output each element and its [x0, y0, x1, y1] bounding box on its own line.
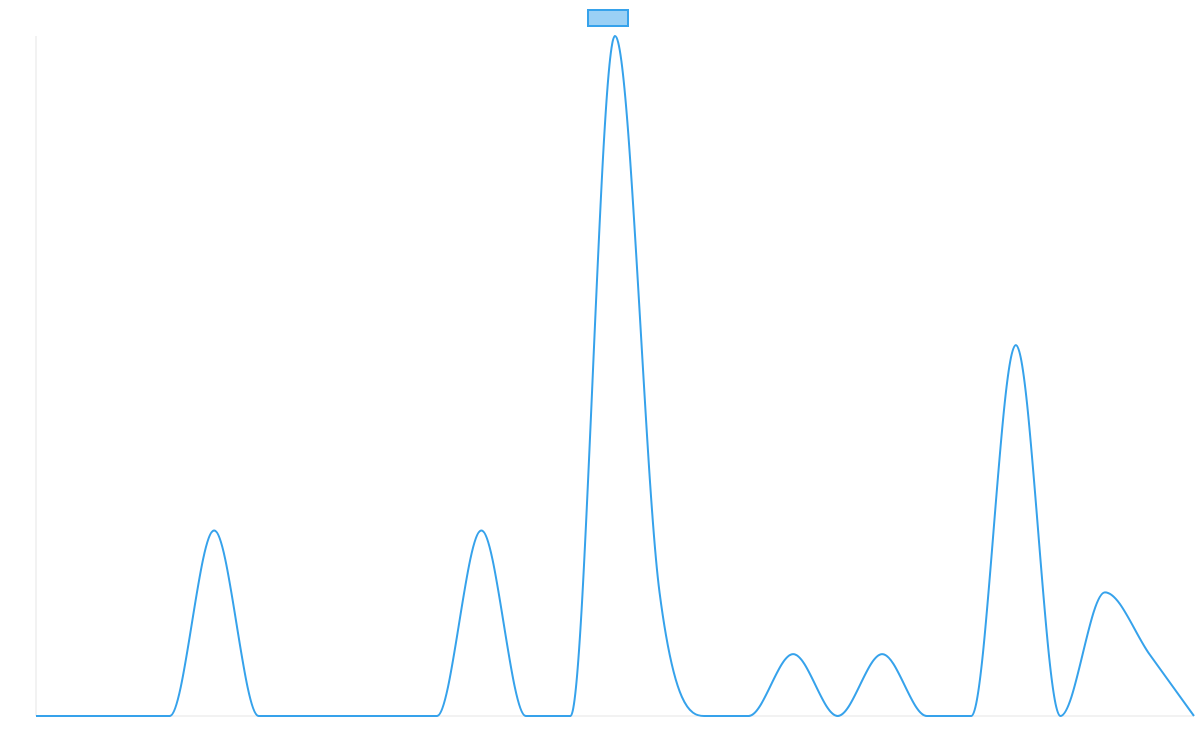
data-point[interactable]	[1191, 713, 1197, 719]
data-point[interactable]	[612, 33, 618, 39]
data-point[interactable]	[256, 713, 262, 719]
data-point[interactable]	[746, 713, 752, 719]
data-point[interactable]	[968, 713, 974, 719]
data-point[interactable]	[434, 713, 440, 719]
data-point[interactable]	[1102, 589, 1108, 595]
data-point[interactable]	[345, 713, 351, 719]
data-point[interactable]	[122, 713, 128, 719]
data-point[interactable]	[478, 528, 484, 534]
data-point[interactable]	[657, 589, 663, 595]
axes	[35, 36, 1194, 717]
data-point[interactable]	[1146, 651, 1152, 657]
legend[interactable]	[587, 9, 629, 27]
data-point[interactable]	[701, 713, 707, 719]
data-point[interactable]	[78, 713, 84, 719]
data-point[interactable]	[835, 713, 841, 719]
series-line[interactable]	[36, 35, 1195, 717]
data-point[interactable]	[879, 651, 885, 657]
legend-swatch[interactable]	[587, 9, 629, 27]
data-point[interactable]	[389, 713, 395, 719]
data-point[interactable]	[1057, 713, 1063, 719]
data-point[interactable]	[167, 713, 173, 719]
data-point[interactable]	[924, 713, 930, 719]
data-point[interactable]	[523, 713, 529, 719]
data-point[interactable]	[790, 651, 796, 657]
data-point[interactable]	[211, 528, 217, 534]
data-point[interactable]	[567, 713, 573, 719]
data-point[interactable]	[1013, 342, 1019, 348]
data-point[interactable]	[300, 713, 306, 719]
data-point[interactable]	[33, 713, 39, 719]
series-layer	[33, 33, 1197, 719]
